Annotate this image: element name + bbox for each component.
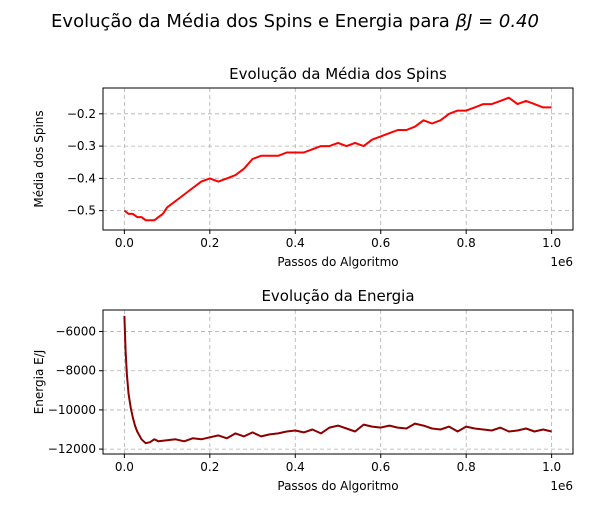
x-tick-label: 1.0 <box>542 460 561 474</box>
x-tick-label: 0.6 <box>371 236 390 250</box>
x-tick-label: 0.8 <box>457 460 476 474</box>
y-tick-label: −10000 <box>48 403 96 417</box>
x-tick-label: 0.0 <box>115 236 134 250</box>
x-tick-label: 0.2 <box>200 460 219 474</box>
x-tick-label: 0.4 <box>286 460 305 474</box>
chart-panel-2: 0.0 0.2 0.4 0.6 0.8 1.0 −12000 −10000 −8000 −6000… <box>32 287 574 493</box>
y-tick-label: −12000 <box>48 442 96 456</box>
x-axis-label: Passos do Algoritmo <box>277 255 398 269</box>
x-axis-label: Passos do Algoritmo <box>277 479 398 493</box>
chart-title: Evolução da Energia <box>261 287 414 305</box>
chart-panel-1: 0.0 0.2 0.4 0.6 0.8 1.0 −0.5 −0.4 −0.3 −0.2 Evoluç… <box>32 65 574 269</box>
series-line-1 <box>123 96 552 222</box>
y-tick-label: −0.4 <box>67 171 96 185</box>
figure-suptitle: Evolução da Média dos Spins e Energia pa… <box>51 11 539 32</box>
y-axis-label: Média dos Spins <box>32 110 46 207</box>
chart-title: Evolução da Média dos Spins <box>229 65 447 83</box>
axes-frame <box>102 87 574 231</box>
axes-frame <box>102 309 574 455</box>
x-tick-label: 0.0 <box>115 460 134 474</box>
x-tick-label: 0.8 <box>457 236 476 250</box>
y-axis-label: Energia E/J <box>32 350 46 415</box>
x-tick-label: 0.2 <box>200 236 219 250</box>
x-offset-label: 1e6 <box>550 479 573 493</box>
x-offset-label: 1e6 <box>550 255 573 269</box>
y-tick-label: −6000 <box>55 325 96 339</box>
x-tick-label: 1.0 <box>542 236 561 250</box>
x-tick-label: 0.6 <box>371 460 390 474</box>
y-tick-label: −0.2 <box>67 107 96 121</box>
series-line-1 <box>123 315 552 445</box>
x-tick-label: 0.4 <box>286 236 305 250</box>
y-tick-label: −8000 <box>55 364 96 378</box>
y-tick-label: −0.3 <box>67 139 96 153</box>
y-tick-label: −0.5 <box>67 204 96 218</box>
